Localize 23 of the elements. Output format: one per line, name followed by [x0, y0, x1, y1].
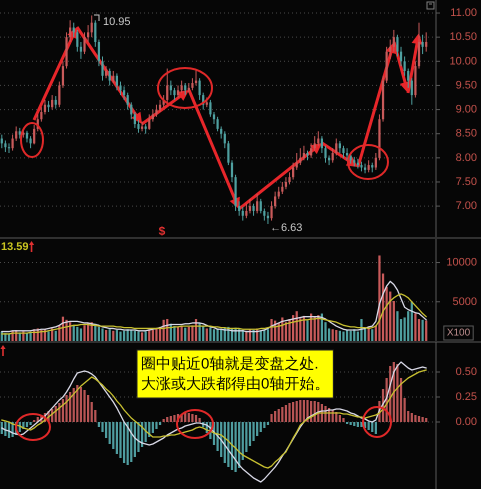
annotation: 10.95 [103, 16, 131, 28]
y-tick-label: 8.00 [456, 152, 477, 164]
annotation: $ [158, 224, 166, 238]
y-tick-label: 5000 [452, 296, 477, 308]
annotation: 大涨或大跌都得由0轴开始。 [141, 376, 330, 392]
chart-title: 13.59 [1, 241, 29, 253]
unit-label: X100 [443, 326, 474, 340]
y-tick-label: 9.00 [456, 104, 477, 116]
note-box: 圈中贴近0轴就是变盘之处. 大涨或大跌都得由0轴开始。 [136, 350, 334, 398]
y-tick-label: 10.50 [449, 31, 477, 44]
y-tick-label: 10000 [446, 256, 477, 269]
annotation: 圈中贴近0轴就是变盘之处. [141, 356, 319, 372]
y-tick-label: 0.00 [456, 416, 477, 428]
annotation: ←6.63 [270, 222, 302, 234]
y-tick-label: 0.25 [456, 391, 477, 403]
y-tick-label: 7.00 [456, 200, 477, 212]
y-axis-title: X100 [446, 328, 471, 338]
y-tick-label: 10.00 [449, 55, 477, 68]
y-tick-label: 8.50 [456, 128, 477, 140]
y-tick-label: 7.50 [456, 176, 477, 188]
y-tick-label: 0.50 [456, 366, 477, 378]
y-tick-label: 11.00 [450, 7, 477, 20]
y-tick-label: 9.50 [456, 79, 477, 92]
